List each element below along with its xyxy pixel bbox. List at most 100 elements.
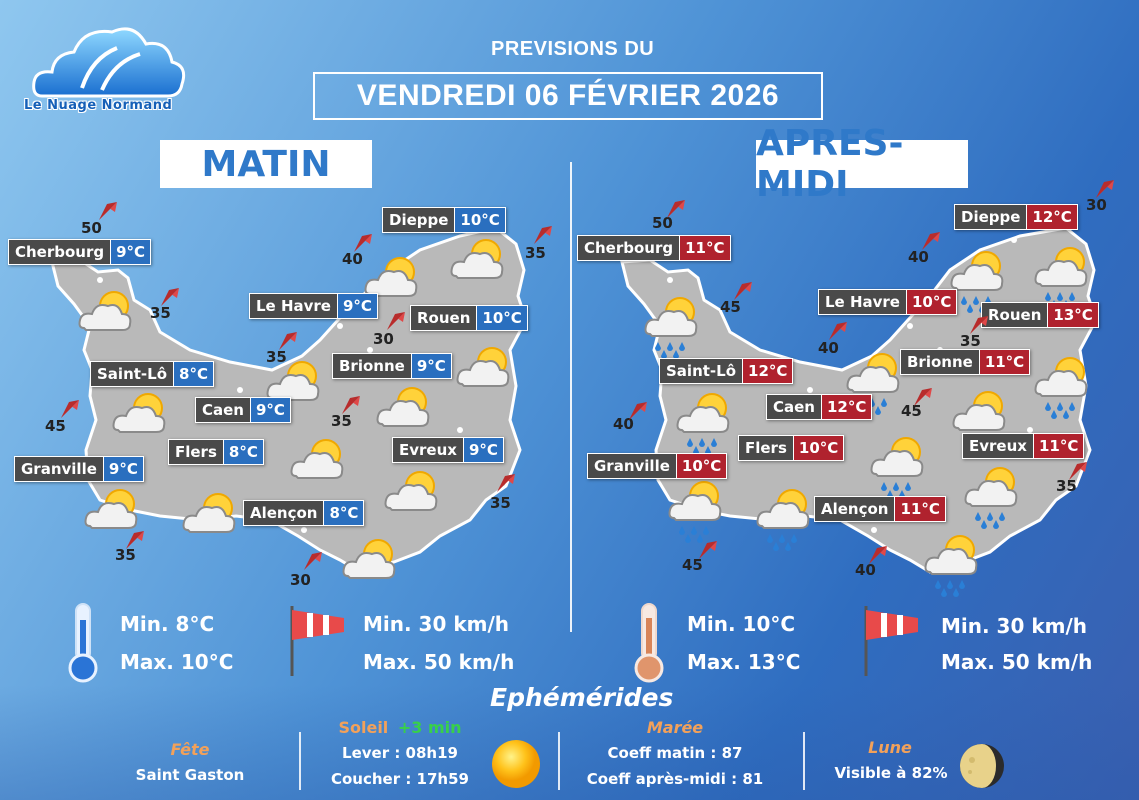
separator — [299, 732, 301, 790]
sun-cloud-rain-icon — [644, 297, 698, 359]
city-label-evreux: Evreux 9°C — [392, 437, 504, 463]
fete-label: Fête — [170, 740, 210, 759]
wind-direction-arrow-icon — [304, 552, 322, 570]
wind-speed: 40 — [908, 248, 929, 266]
sun-cloud-rain-icon — [952, 391, 1006, 453]
morning-wind-max: Max. 50 km/h — [363, 650, 515, 674]
ephemerides-band — [0, 685, 1139, 800]
sunset-time: Coucher : 17h59 — [330, 770, 469, 788]
brand-name: Le Nuage Normand — [24, 98, 173, 113]
wind-direction-arrow-icon — [914, 388, 932, 406]
city-label-alencon-pm: Alençon 11°C — [814, 496, 946, 522]
wind-direction-arrow-icon — [342, 396, 360, 414]
wind-speed: 40 — [818, 339, 839, 357]
partly-cloudy-icon — [266, 361, 320, 401]
forecast-heading: PREVISIONS DU — [491, 38, 655, 60]
morning-temp-min: Min. 8°C — [120, 612, 215, 636]
partly-cloudy-icon — [78, 291, 132, 331]
wind-direction-arrow-icon — [734, 282, 752, 300]
city-label-le-havre: Le Havre 9°C — [249, 293, 378, 319]
wind-direction-arrow-icon — [1096, 180, 1114, 198]
wind-direction-arrow-icon — [970, 316, 988, 334]
wind-direction-arrow-icon — [497, 474, 515, 492]
sun-cloud-rain-icon — [870, 437, 924, 499]
soleil-delta: +3 min — [397, 718, 462, 737]
city-label-flers-pm: Flers 10°C — [738, 435, 845, 461]
partly-cloudy-icon — [364, 257, 418, 297]
wind-speed: 50 — [81, 219, 102, 237]
afternoon-title: APRES-MIDI — [756, 123, 968, 205]
wind-speed: 35 — [331, 412, 352, 430]
period-divider — [570, 162, 572, 632]
wind-speed: 40 — [613, 415, 634, 433]
wind-direction-arrow-icon — [829, 322, 847, 340]
wind-speed: 30 — [373, 330, 394, 348]
city-label-flers: Flers 8°C — [168, 439, 264, 465]
sun-cloud-rain-icon — [756, 489, 810, 551]
city-label-cherbourg: Cherbourg 9°C — [8, 239, 152, 265]
fete-value: Saint Gaston — [135, 766, 245, 784]
wind-direction-arrow-icon — [387, 312, 405, 330]
wind-direction-arrow-icon — [126, 531, 144, 549]
city-label-saint-lo: Saint-Lô 8°C — [90, 361, 214, 387]
partly-cloudy-icon — [290, 439, 344, 479]
windsock-icon — [864, 606, 918, 676]
city-label-caen: Caen 9°C — [195, 397, 291, 423]
sun-icon — [492, 740, 540, 788]
wind-direction-arrow-icon — [699, 541, 717, 559]
afternoon-wind-min: Min. 30 km/h — [941, 614, 1088, 638]
city-label-brionne: Brionne 9°C — [332, 353, 452, 379]
wind-direction-arrow-icon — [629, 402, 647, 420]
wind-direction-arrow-icon — [279, 332, 297, 350]
morning-wind-min: Min. 30 km/h — [363, 612, 510, 636]
wind-speed: 35 — [115, 546, 136, 564]
tide-afternoon: Coeff après-midi : 81 — [586, 770, 764, 788]
partly-cloudy-icon — [84, 489, 138, 529]
wind-direction-arrow-icon — [1069, 462, 1087, 480]
afternoon-temp-max: Max. 13°C — [687, 650, 801, 674]
wind-direction-arrow-icon — [869, 546, 887, 564]
moon-phase-icon — [960, 744, 1004, 788]
maree-label: Marée — [646, 718, 704, 737]
wind-speed: 35 — [525, 244, 546, 262]
city-label-brionne-pm: Brionne 11°C — [900, 349, 1031, 375]
wind-speed: 40 — [342, 250, 363, 268]
partly-cloudy-icon — [112, 393, 166, 433]
city-label-evreux-pm: Evreux 11°C — [962, 433, 1085, 459]
partly-cloudy-icon — [384, 471, 438, 511]
sun-cloud-rain-icon — [950, 251, 1004, 313]
thermometer-cold-icon — [68, 603, 98, 683]
afternoon-temp-min: Min. 10°C — [687, 612, 796, 636]
city-label-caen-pm: Caen 12°C — [766, 394, 873, 420]
wind-speed: 30 — [290, 571, 311, 589]
separator — [558, 732, 560, 790]
sun-cloud-rain-icon — [1034, 357, 1088, 419]
city-label-rouen-pm: Rouen 13°C — [981, 302, 1099, 328]
wind-direction-arrow-icon — [354, 234, 372, 252]
partly-cloudy-icon — [376, 387, 430, 427]
separator — [803, 732, 805, 790]
forecast-date: VENDREDI 06 FÉVRIER 2026 — [313, 72, 823, 120]
sun-cloud-rain-icon — [676, 393, 730, 455]
soleil-header: Soleil +3 min — [320, 718, 480, 737]
ephemerides-title: Ephémérides — [490, 683, 674, 712]
brand-logo-cloud-icon — [32, 27, 186, 98]
sunrise-time: Lever : 08h19 — [342, 744, 458, 762]
lune-label: Lune — [868, 738, 912, 757]
windsock-icon — [290, 606, 344, 676]
thermometer-warm-icon — [634, 603, 664, 683]
sun-cloud-rain-icon — [924, 535, 978, 597]
wind-direction-arrow-icon — [667, 200, 685, 218]
wind-speed: 35 — [150, 304, 171, 322]
wind-speed: 35 — [960, 332, 981, 350]
wind-speed: 45 — [901, 402, 922, 420]
wind-direction-arrow-icon — [161, 288, 179, 306]
partly-cloudy-icon — [456, 347, 510, 387]
sun-cloud-rain-icon — [964, 467, 1018, 529]
city-label-saint-lo-pm: Saint-Lô 12°C — [659, 358, 794, 384]
wind-speed: 35 — [490, 494, 511, 512]
wind-direction-arrow-icon — [534, 226, 552, 244]
city-label-dieppe-pm: Dieppe 12°C — [954, 204, 1078, 230]
partly-cloudy-icon — [182, 493, 236, 533]
wind-direction-arrow-icon — [99, 202, 117, 220]
